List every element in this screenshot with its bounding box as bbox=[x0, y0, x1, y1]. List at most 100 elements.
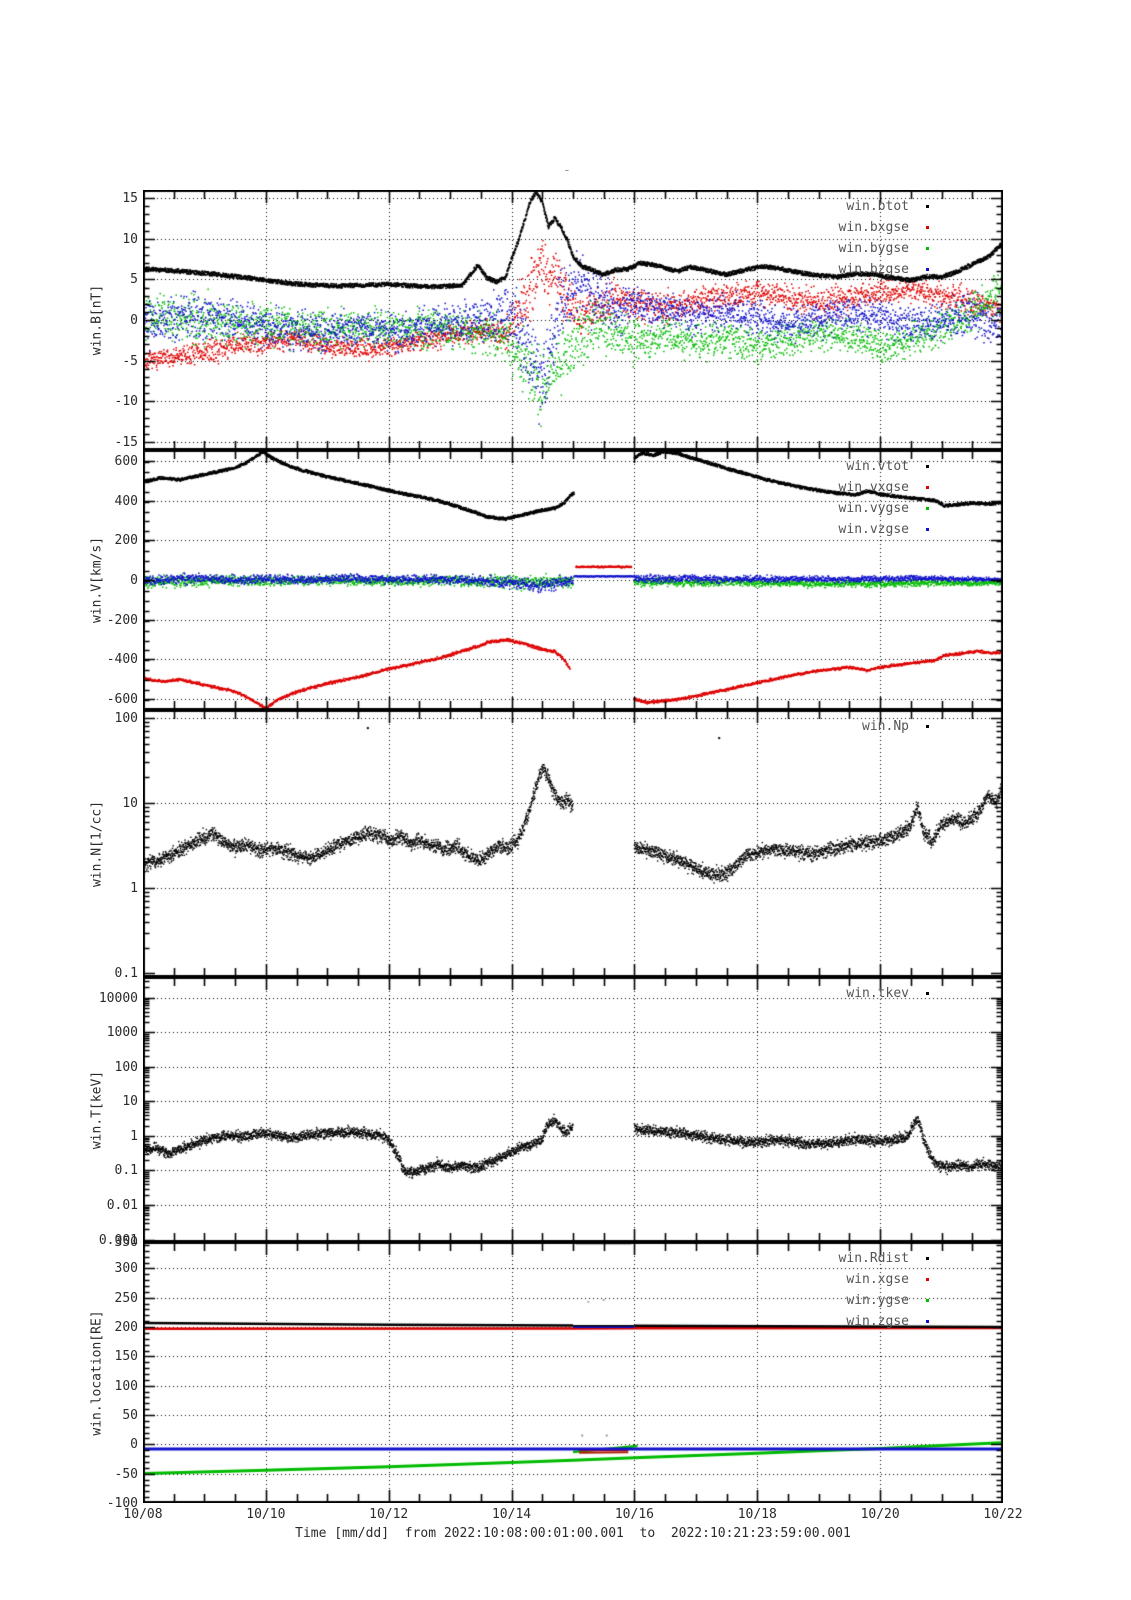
legend-item: win.btot bbox=[839, 196, 929, 217]
y-tick-label: 100 bbox=[114, 710, 138, 726]
y-tick-label: 250 bbox=[114, 1290, 138, 1306]
y-tick-label: 350 bbox=[114, 1235, 138, 1250]
legend-label: win.tkev bbox=[846, 986, 909, 1001]
y-tick-label: -15 bbox=[114, 434, 138, 450]
legend-label: win.bygse bbox=[838, 241, 909, 256]
y-tick-label: 300 bbox=[114, 1261, 138, 1277]
x-tick-label: 10/16 bbox=[614, 1507, 654, 1522]
legend-item: win.ygse bbox=[839, 1290, 929, 1311]
y-tick-label: 0.1 bbox=[114, 1163, 138, 1179]
panel-t bbox=[143, 977, 1003, 1242]
panel-loc-plot bbox=[143, 1242, 1003, 1503]
x-tick-label: 10/14 bbox=[491, 1507, 532, 1522]
y-tick-label: -10 bbox=[114, 394, 138, 410]
panel-t-plot bbox=[143, 977, 1003, 1242]
x-tick-label: 10/22 bbox=[983, 1507, 1023, 1522]
y-tick-label: 10 bbox=[122, 796, 138, 811]
legend-item: win.bzgse bbox=[839, 259, 929, 280]
legend-label: win.bzgse bbox=[838, 262, 909, 277]
y-tick-label: 0 bbox=[130, 313, 138, 328]
legend-item: win.xgse bbox=[839, 1269, 929, 1290]
legend-item: win.vygse bbox=[839, 498, 929, 519]
panel-v bbox=[143, 450, 1003, 710]
legend-marker-dot bbox=[926, 1257, 929, 1260]
legend-marker-dot bbox=[926, 1299, 929, 1302]
legend-item: win.bxgse bbox=[839, 217, 929, 238]
y-tick-label: 150 bbox=[114, 1349, 138, 1365]
legend-marker-dot bbox=[926, 205, 929, 208]
y-tick-label: 10 bbox=[122, 231, 138, 247]
panel-t-ylabel: win.T[keV] bbox=[89, 1070, 105, 1149]
x-tick-label: 10/10 bbox=[246, 1507, 286, 1522]
y-tick-label: -5 bbox=[122, 353, 138, 369]
y-tick-label: 1 bbox=[130, 881, 138, 897]
y-tick-label: 600 bbox=[114, 453, 138, 469]
legend-item: win.zgse bbox=[839, 1311, 929, 1332]
legend-label: win.vzgse bbox=[838, 522, 909, 537]
panel-t-legend: win.tkev bbox=[846, 983, 929, 1004]
legend-item: win.vxgse bbox=[839, 477, 929, 498]
legend-label: win.zgse bbox=[846, 1314, 909, 1329]
y-tick-label: 200 bbox=[114, 1320, 138, 1336]
y-tick-label: 0 bbox=[130, 1437, 138, 1453]
panel-b-legend: win.btot win.bxgse win.bygse win.bzgse bbox=[839, 196, 929, 280]
legend-item: win.vtot bbox=[839, 456, 929, 477]
legend-marker-dot bbox=[926, 486, 929, 489]
figure-title: - bbox=[563, 163, 571, 178]
legend-label: win.Rdist bbox=[838, 1251, 909, 1266]
legend-item: win.Np bbox=[862, 716, 929, 737]
y-tick-label: 5 bbox=[130, 272, 138, 288]
legend-item: win.bygse bbox=[839, 238, 929, 259]
panel-v-legend: win.vtot win.vxgse win.vygse win.vzgse bbox=[839, 456, 929, 540]
y-tick-label: 1000 bbox=[106, 1025, 138, 1041]
panel-n-ylabel: win.N[1/cc] bbox=[89, 800, 105, 887]
panel-n-legend: win.Np bbox=[862, 716, 929, 737]
legend-marker-dot bbox=[926, 247, 929, 250]
legend-label: win.bxgse bbox=[838, 220, 909, 235]
y-tick-label: -400 bbox=[106, 652, 138, 668]
legend-marker-dot bbox=[926, 992, 929, 995]
legend-label: win.vtot bbox=[846, 459, 909, 474]
x-tick-label: 10/20 bbox=[860, 1507, 900, 1522]
y-tick-label: 0.01 bbox=[106, 1198, 138, 1214]
legend-label: win.vxgse bbox=[838, 480, 909, 495]
panel-v-plot bbox=[143, 450, 1003, 710]
x-tick-label: 10/08 bbox=[123, 1507, 163, 1522]
x-tick-label: 10/18 bbox=[737, 1507, 777, 1522]
legend-marker-dot bbox=[926, 268, 929, 271]
y-tick-label: 100 bbox=[114, 1059, 138, 1075]
legend-label: win.xgse bbox=[846, 1272, 909, 1287]
y-tick-label: 100 bbox=[114, 1378, 138, 1394]
time-axis-label: Time [mm/dd] from 2022:10:08:00:01:00.00… bbox=[295, 1526, 851, 1541]
y-tick-label: -100 bbox=[106, 1496, 138, 1511]
y-tick-label: -600 bbox=[106, 692, 138, 708]
panel-b-plot bbox=[143, 190, 1003, 450]
legend-marker-dot bbox=[926, 1278, 929, 1281]
y-tick-label: 0.1 bbox=[114, 966, 138, 982]
legend-label: win.btot bbox=[846, 199, 909, 214]
panel-loc-ylabel: win.location[RE] bbox=[89, 1309, 105, 1436]
y-tick-label: 10 bbox=[122, 1094, 138, 1110]
y-tick-label: 10000 bbox=[98, 990, 138, 1006]
panel-b bbox=[143, 190, 1003, 450]
panel-n bbox=[143, 710, 1003, 977]
panel-v-ylabel: win.V[km/s] bbox=[89, 536, 105, 624]
y-tick-label: -200 bbox=[106, 612, 138, 628]
y-tick-label: 50 bbox=[122, 1408, 138, 1424]
y-tick-label: 15 bbox=[122, 191, 138, 207]
y-tick-label: 0 bbox=[130, 573, 138, 588]
y-tick-label: -50 bbox=[114, 1466, 138, 1482]
panel-n-plot bbox=[143, 710, 1003, 977]
y-tick-label: 200 bbox=[114, 533, 138, 549]
legend-marker-dot bbox=[926, 1320, 929, 1323]
legend-marker-dot bbox=[926, 725, 929, 728]
panel-b-ylabel: win.B[nT] bbox=[89, 284, 105, 356]
y-tick-label: 400 bbox=[114, 493, 138, 509]
y-tick-label: 0.001 bbox=[98, 1232, 138, 1248]
legend-marker-dot bbox=[926, 507, 929, 510]
legend-item: win.Rdist bbox=[839, 1248, 929, 1269]
panel-loc-legend: win.Rdist win.xgse win.ygse win.zgse bbox=[839, 1248, 929, 1332]
legend-label: win.Np bbox=[862, 719, 909, 734]
legend-marker-dot bbox=[926, 226, 929, 229]
